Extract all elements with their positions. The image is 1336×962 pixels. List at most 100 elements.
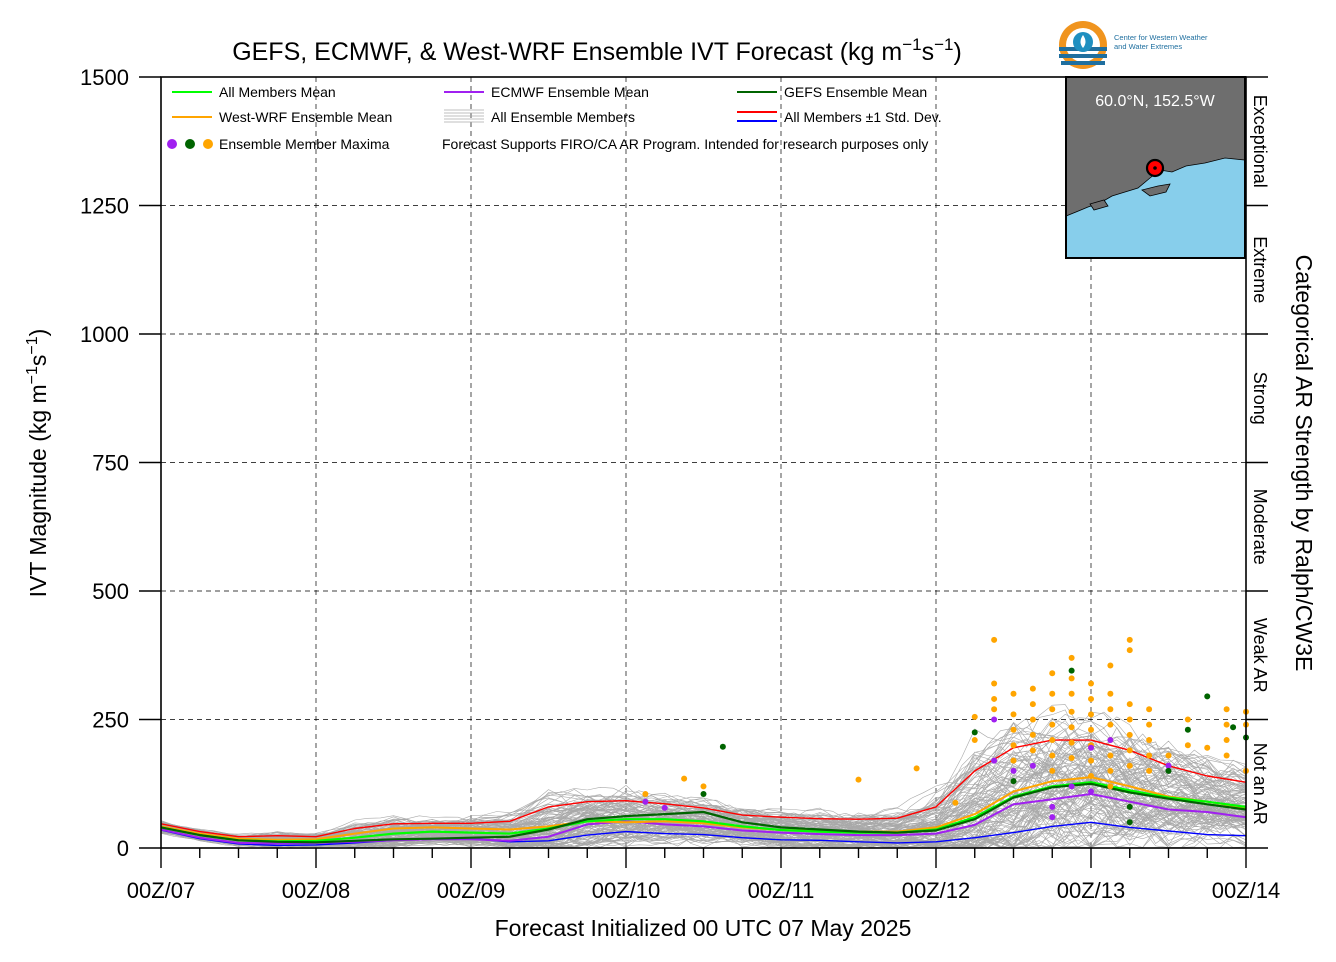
maximum-point [1049, 721, 1056, 728]
maximum-point [913, 765, 920, 772]
maximum-point [1088, 695, 1094, 702]
maximum-point [1068, 654, 1075, 661]
legend-gefs-mean: GEFS Ensemble Mean [784, 84, 927, 100]
ensemble-member-line [161, 733, 1246, 839]
series-line [161, 781, 1246, 843]
maximum-point [1107, 737, 1114, 744]
maximum-point [1223, 706, 1230, 713]
maximum-point [1088, 711, 1094, 718]
maximum-point [1223, 752, 1230, 759]
maximum-point [1165, 762, 1172, 769]
inset-location-label: 60.0°N, 152.5°W [1095, 93, 1215, 110]
x-tick-label: 00Z/09 [437, 878, 506, 903]
logo-text-line2: and Water Extremes [1114, 42, 1182, 51]
x-tick-label: 00Z/07 [127, 878, 196, 903]
maximum-point [1010, 757, 1017, 764]
y-axis: 0 250 500 750 1000 1250 1500 [80, 65, 161, 861]
ensemble-member-line [161, 823, 1246, 848]
category-label: Strong [1250, 372, 1270, 425]
maximum-point [1146, 767, 1153, 774]
ensemble-member-line [161, 740, 1246, 838]
legend-dot-gefs [185, 139, 195, 149]
maximum-point [1126, 716, 1133, 723]
maximum-point [719, 743, 726, 750]
maximum-point [1068, 675, 1075, 682]
maximum-point [1223, 721, 1230, 728]
maximum-point [1029, 731, 1036, 738]
maximum-point [1088, 726, 1094, 733]
maximum-point [1049, 737, 1056, 744]
maximum-point [1107, 721, 1114, 728]
ensemble-member-line [161, 722, 1246, 839]
maximum-point [1049, 706, 1056, 713]
inset-island-small [1089, 199, 1109, 211]
maximum-point [1010, 711, 1017, 718]
category-axis: Not an AR Weak AR Moderate Strong Extreme Exc… [1246, 76, 1270, 849]
maximum-point [1049, 803, 1056, 810]
legend-all-mean: All Members Mean [219, 84, 336, 100]
ensemble-member-maxima [642, 636, 1249, 826]
maximum-point [1107, 662, 1114, 669]
maximum-point [1068, 690, 1075, 697]
maximum-point [1107, 767, 1114, 774]
x-tick-label: 00Z/12 [902, 878, 971, 903]
legend-note: Forecast Supports FIRO/CA AR Program. In… [442, 136, 928, 152]
maximum-point [1088, 757, 1094, 764]
category-label: Not an AR [1250, 743, 1270, 825]
grid-lines [161, 77, 1246, 848]
maximum-point [1146, 721, 1153, 728]
maximum-point [1184, 716, 1191, 723]
category-label: Extreme [1250, 236, 1270, 303]
maximum-point [1230, 724, 1237, 731]
maximum-point [1029, 685, 1036, 692]
category-label: Moderate [1250, 489, 1270, 565]
x-tick-label: 00Z/13 [1057, 878, 1126, 903]
y-tick-label: 1250 [80, 194, 129, 219]
maximum-point [1126, 647, 1133, 654]
legend: All Members Mean ECMWF Ensemble Mean GEF… [167, 84, 942, 152]
maximum-point [1049, 690, 1056, 697]
x-tick-label: 00Z/11 [748, 878, 815, 903]
maximum-point [1126, 747, 1133, 754]
series-line [161, 739, 1246, 838]
maximum-point [1029, 716, 1036, 723]
maximum-point [1126, 731, 1133, 738]
maximum-point [1010, 726, 1017, 733]
maximum-point [971, 737, 978, 744]
logo-text-line1: Center for Western Weather [1114, 33, 1208, 42]
maximum-point [1184, 726, 1191, 733]
maximum-point [991, 706, 998, 713]
maximum-point [1010, 742, 1017, 749]
maximum-point [991, 716, 998, 723]
ensemble-member-line [161, 802, 1246, 848]
y-tick-label: 1000 [80, 322, 129, 347]
legend-swatch-members [444, 109, 484, 123]
maximum-point [991, 680, 998, 687]
maximum-point [991, 636, 998, 643]
ensemble-member-line [161, 732, 1246, 839]
inset-land [1065, 76, 1246, 217]
y-tick-label: 1500 [80, 65, 129, 90]
maximum-point [1107, 706, 1114, 713]
maximum-point [855, 776, 862, 783]
maximum-point [1146, 752, 1153, 759]
maximum-point [1029, 762, 1036, 769]
maximum-point [1088, 744, 1094, 751]
maximum-point [1165, 767, 1172, 774]
maximum-point [1146, 706, 1153, 713]
maximum-point [1204, 693, 1211, 700]
maximum-point [1126, 701, 1133, 708]
maximum-point [991, 757, 998, 764]
maximum-point [1029, 747, 1036, 754]
maximum-point [1029, 701, 1036, 708]
maximum-point [1126, 803, 1133, 810]
y-tick-label: 500 [92, 579, 129, 604]
category-label: Exceptional [1250, 95, 1270, 188]
x-axis-label: Forecast Initialized 00 UTC 07 May 2025 [495, 915, 912, 941]
legend-wrf-mean: West-WRF Ensemble Mean [219, 109, 392, 125]
maximum-point [1068, 708, 1075, 715]
maximum-point [971, 713, 978, 720]
maximum-point [991, 695, 998, 702]
maximum-point [1126, 762, 1133, 769]
maximum-point [700, 783, 707, 790]
